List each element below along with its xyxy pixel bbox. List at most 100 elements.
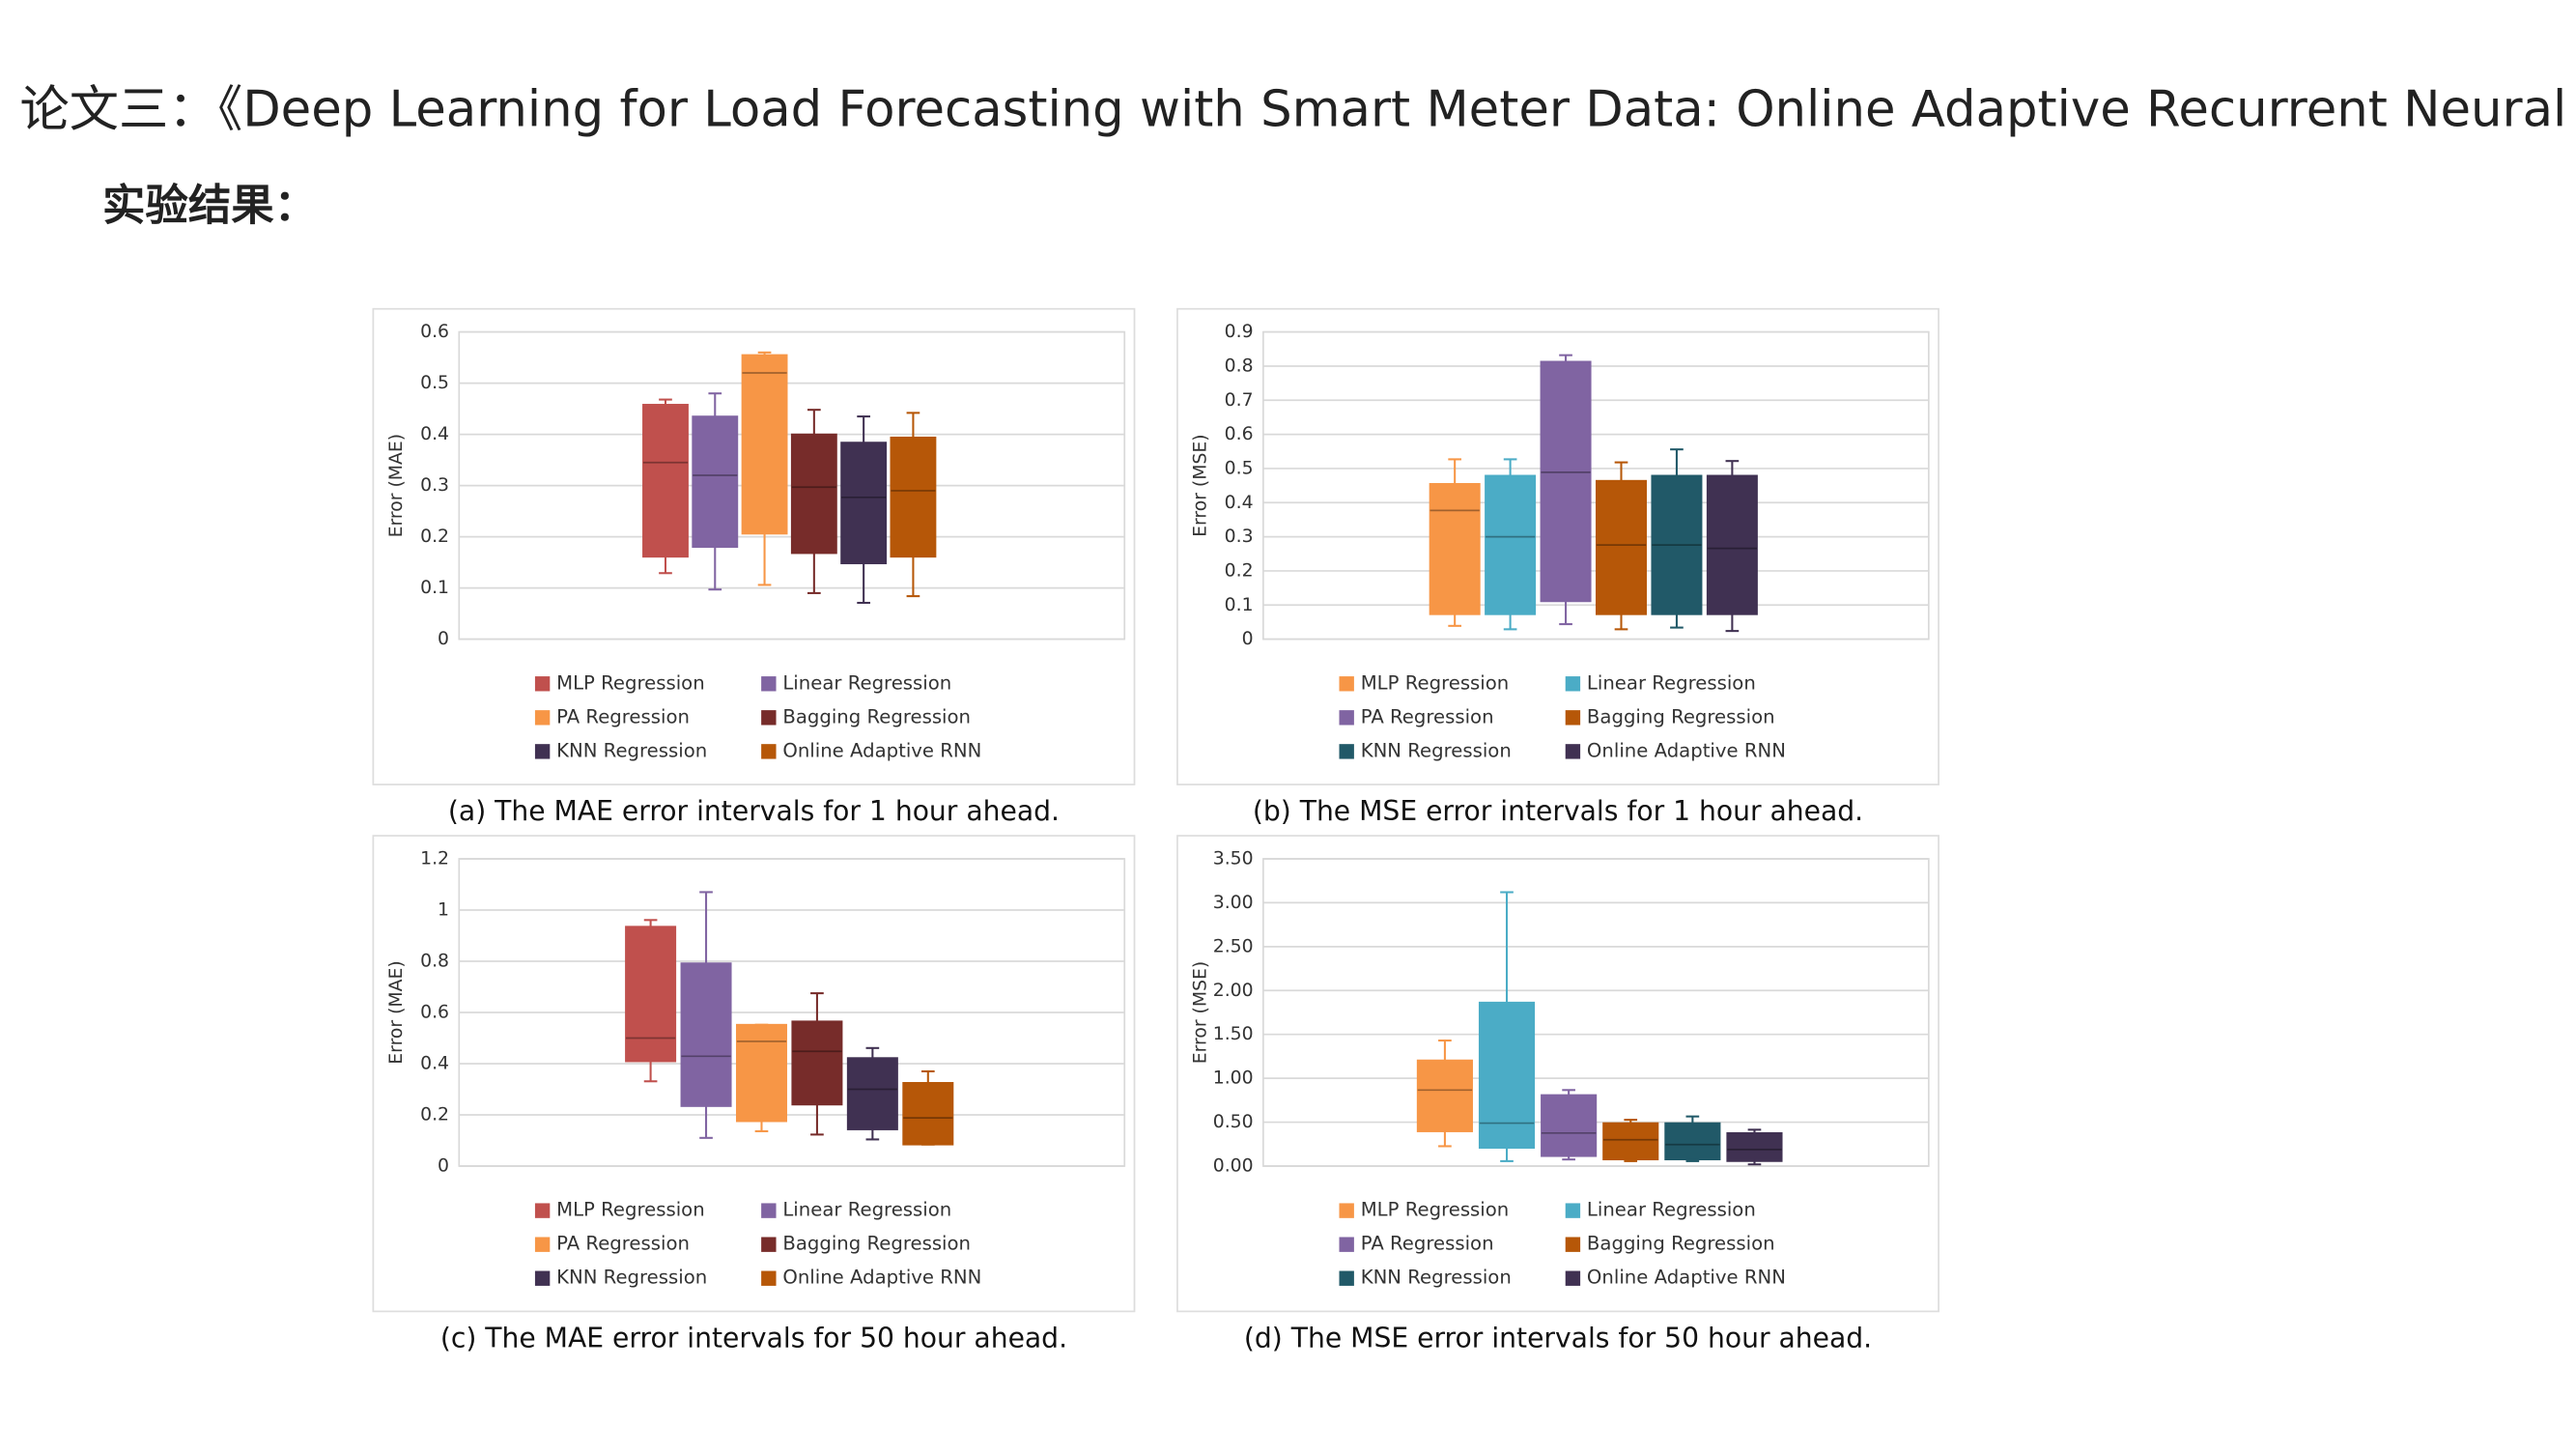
y-tick-label: 0 — [438, 629, 449, 649]
legend-label: MLP Regression — [1361, 1199, 1510, 1221]
y-axis-label: Error (MAE) — [386, 960, 407, 1064]
y-tick-label: 0.7 — [1225, 390, 1254, 411]
legend-label: PA Regression — [1361, 705, 1494, 727]
legend-label: PA Regression — [1361, 1233, 1494, 1255]
legend-label: PA Regression — [556, 705, 690, 727]
box — [1540, 360, 1592, 603]
box — [846, 1057, 898, 1130]
box-plot — [741, 351, 788, 586]
legend-label: Bagging Regression — [1587, 1233, 1775, 1255]
box-plot — [1706, 460, 1758, 633]
box — [625, 926, 677, 1063]
y-tick-label: 0.3 — [420, 475, 449, 496]
slide-title: 论文三：《Deep Learning for Load Forecasting … — [20, 80, 2576, 138]
box — [1595, 479, 1647, 615]
box — [1541, 1094, 1598, 1157]
legend-swatch — [1565, 1203, 1581, 1218]
box-plot — [735, 1023, 787, 1132]
legend-label: KNN Regression — [556, 1267, 707, 1289]
box-plot — [1540, 354, 1592, 626]
legend-swatch — [1565, 710, 1581, 726]
box-plot — [642, 398, 689, 575]
y-tick-label: 0.00 — [1213, 1155, 1254, 1176]
box — [791, 1020, 843, 1106]
legend-swatch — [534, 1237, 551, 1252]
caption: (d) The MSE error intervals for 50 hour … — [1244, 1322, 1872, 1353]
box — [1706, 474, 1758, 615]
box-plot — [625, 919, 677, 1083]
legend-label: KNN Regression — [1361, 1267, 1512, 1289]
box — [692, 415, 739, 549]
legend-label: Online Adaptive RNN — [1587, 739, 1786, 761]
y-tick-label: 0.3 — [1225, 527, 1254, 547]
box-plot — [902, 1069, 954, 1146]
legend-swatch — [1339, 744, 1354, 759]
box — [642, 404, 689, 558]
y-tick-label: 2.00 — [1213, 981, 1254, 1001]
legend-swatch — [1565, 1270, 1581, 1286]
legend-label: KNN Regression — [556, 739, 707, 761]
y-tick-label: 0.1 — [1225, 595, 1254, 615]
legend-label: PA Regression — [556, 1233, 690, 1255]
legend-label: Linear Regression — [1587, 671, 1756, 694]
legend-label: Online Adaptive RNN — [782, 1267, 981, 1289]
legend-swatch — [761, 1270, 777, 1286]
legend-swatch — [1339, 1237, 1354, 1252]
y-tick-label: 0.4 — [420, 1053, 449, 1073]
legend-swatch — [534, 744, 551, 759]
y-tick-label: 0.6 — [1225, 424, 1254, 444]
legend-label: MLP Regression — [556, 671, 705, 694]
legend-swatch — [1339, 1203, 1354, 1218]
legend-swatch — [1565, 1237, 1581, 1252]
y-tick-label: 0.2 — [1225, 560, 1254, 581]
legend-swatch — [534, 676, 551, 692]
legend-swatch — [1339, 1270, 1354, 1286]
legend-swatch — [534, 710, 551, 726]
legend-swatch — [761, 744, 777, 759]
box — [890, 436, 937, 558]
box-plot — [791, 992, 843, 1136]
box — [1416, 1059, 1473, 1132]
legend-swatch — [534, 1270, 551, 1286]
legend-label: MLP Regression — [556, 1199, 705, 1221]
box — [1485, 474, 1537, 615]
y-tick-label: 3.50 — [1213, 848, 1254, 869]
box-plot — [1478, 891, 1536, 1162]
box-plot — [1541, 1089, 1598, 1161]
box — [1664, 1122, 1721, 1161]
y-tick-label: 0 — [1242, 629, 1254, 649]
legend-label: Bagging Regression — [782, 705, 971, 727]
y-tick-label: 3.00 — [1213, 893, 1254, 913]
y-tick-label: 0.1 — [420, 578, 449, 598]
box — [1429, 483, 1481, 615]
legend-label: KNN Regression — [1361, 739, 1512, 761]
box-plot — [1664, 1115, 1721, 1162]
legend-swatch — [1339, 710, 1354, 726]
box-plot — [692, 392, 739, 591]
legend-label: Bagging Regression — [782, 1233, 971, 1255]
legend-swatch — [1339, 676, 1354, 692]
y-tick-label: 0.8 — [1225, 356, 1254, 376]
box — [790, 433, 837, 555]
legend-label: Online Adaptive RNN — [782, 739, 981, 761]
caption: (a) The MAE error intervals for 1 hour a… — [448, 795, 1060, 827]
y-tick-label: 0.2 — [420, 527, 449, 547]
y-tick-label: 0.5 — [1225, 458, 1254, 478]
box — [735, 1023, 787, 1123]
box-plot — [1595, 461, 1647, 631]
legend-swatch — [761, 1203, 777, 1218]
y-tick-label: 2.50 — [1213, 936, 1254, 956]
box-plot — [680, 891, 732, 1139]
legend-label: Linear Regression — [1587, 1199, 1756, 1221]
box-plot — [1429, 458, 1481, 627]
box-plot — [890, 412, 937, 598]
box-plot — [840, 415, 888, 605]
box — [1602, 1122, 1659, 1161]
y-tick-label: 0.2 — [420, 1104, 449, 1125]
y-tick-label: 0.9 — [1225, 322, 1254, 342]
box-plot — [1726, 1128, 1783, 1166]
y-tick-label: 0 — [438, 1155, 449, 1176]
legend-swatch — [761, 1237, 777, 1252]
y-tick-label: 0.5 — [420, 373, 449, 393]
